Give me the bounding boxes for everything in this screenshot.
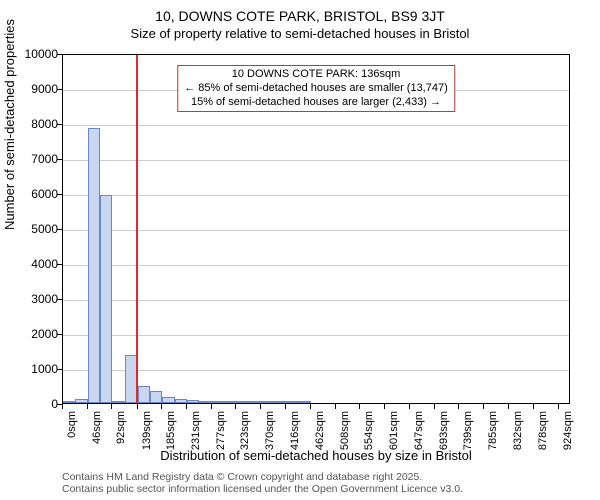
xtick-mark xyxy=(186,404,187,409)
histogram-bar xyxy=(236,401,248,403)
annotation-box: 10 DOWNS COTE PARK: 136sqm ← 85% of semi… xyxy=(177,65,455,112)
histogram-bar xyxy=(63,401,75,403)
histogram-bar xyxy=(175,399,187,403)
chart-title-block: 10, DOWNS COTE PARK, BRISTOL, BS9 3JT Si… xyxy=(0,0,600,42)
ytick-label: 7000 xyxy=(8,152,58,166)
xtick-mark xyxy=(111,404,112,409)
histogram-bar xyxy=(224,401,236,403)
gridline xyxy=(63,230,569,231)
xtick-mark xyxy=(87,404,88,409)
chart-plot-area: 10 DOWNS COTE PARK: 136sqm ← 85% of semi… xyxy=(62,54,570,404)
ytick-label: 9000 xyxy=(8,82,58,96)
footer-line-2: Contains public sector information licen… xyxy=(62,483,463,496)
histogram-bar xyxy=(298,401,310,403)
histogram-bar xyxy=(75,399,87,403)
histogram-bar xyxy=(150,391,162,403)
gridline xyxy=(63,125,569,126)
xtick-mark xyxy=(359,404,360,409)
histogram-bar xyxy=(162,397,174,403)
ytick-label: 10000 xyxy=(8,47,58,61)
xtick-mark xyxy=(211,404,212,409)
gridline xyxy=(63,265,569,266)
histogram-bar xyxy=(112,401,124,403)
ytick-label: 6000 xyxy=(8,187,58,201)
ytick-label: 3000 xyxy=(8,292,58,306)
xtick-mark xyxy=(260,404,261,409)
xtick-mark xyxy=(483,404,484,409)
histogram-bar xyxy=(286,401,298,403)
gridline xyxy=(63,195,569,196)
xtick-mark xyxy=(458,404,459,409)
x-axis-label: Distribution of semi-detached houses by … xyxy=(62,448,570,463)
histogram-bar xyxy=(88,128,100,403)
ytick-label: 4000 xyxy=(8,257,58,271)
histogram-bar xyxy=(274,401,286,403)
histogram-bar xyxy=(249,401,261,403)
footer-line-1: Contains HM Land Registry data © Crown c… xyxy=(62,471,463,484)
gridline xyxy=(63,300,569,301)
ytick-label: 5000 xyxy=(8,222,58,236)
xtick-mark xyxy=(434,404,435,409)
xtick-mark xyxy=(558,404,559,409)
gridline xyxy=(63,335,569,336)
xtick-mark xyxy=(161,404,162,409)
annotation-line-3: 15% of semi-detached houses are larger (… xyxy=(184,96,448,110)
ytick-label: 0 xyxy=(8,397,58,411)
xtick-mark xyxy=(533,404,534,409)
title-line-1: 10, DOWNS COTE PARK, BRISTOL, BS9 3JT xyxy=(0,8,600,26)
histogram-bar xyxy=(100,195,112,403)
xtick-mark xyxy=(310,404,311,409)
ytick-label: 1000 xyxy=(8,362,58,376)
xtick-mark xyxy=(285,404,286,409)
histogram-bar xyxy=(212,401,224,403)
marker-line xyxy=(136,55,138,403)
title-line-2: Size of property relative to semi-detach… xyxy=(0,26,600,42)
xtick-mark xyxy=(335,404,336,409)
xtick-mark xyxy=(235,404,236,409)
histogram-bar xyxy=(138,386,150,404)
xtick-mark xyxy=(62,404,63,409)
gridline xyxy=(63,370,569,371)
xtick-mark xyxy=(137,404,138,409)
xtick-mark xyxy=(508,404,509,409)
xtick-mark xyxy=(384,404,385,409)
xtick-mark xyxy=(409,404,410,409)
ytick-label: 8000 xyxy=(8,117,58,131)
annotation-line-2: ← 85% of semi-detached houses are smalle… xyxy=(184,82,448,96)
ytick-label: 2000 xyxy=(8,327,58,341)
gridline xyxy=(63,160,569,161)
histogram-bar xyxy=(199,401,211,403)
histogram-bar xyxy=(187,400,199,404)
attribution-footer: Contains HM Land Registry data © Crown c… xyxy=(62,471,463,496)
annotation-line-1: 10 DOWNS COTE PARK: 136sqm xyxy=(184,68,448,82)
histogram-bar xyxy=(261,401,273,403)
